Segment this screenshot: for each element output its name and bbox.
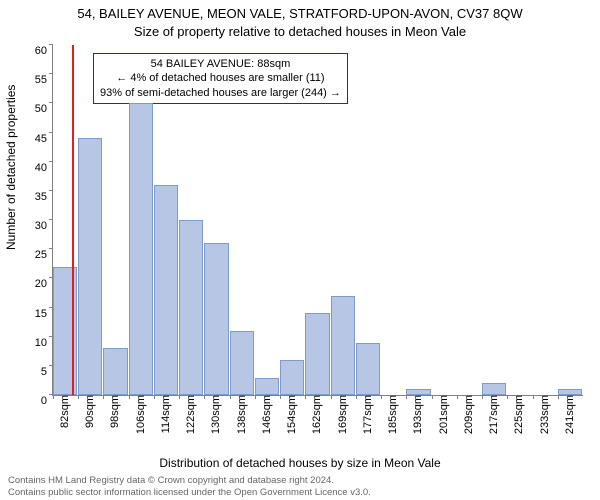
x-tick-label: 169sqm bbox=[333, 395, 349, 434]
y-tick-label: 30 bbox=[35, 220, 53, 232]
chart-title-address: 54, BAILEY AVENUE, MEON VALE, STRATFORD-… bbox=[0, 6, 600, 21]
x-tick-label: 225sqm bbox=[509, 395, 525, 434]
x-tick-label: 82sqm bbox=[55, 395, 71, 428]
x-axis-label: Distribution of detached houses by size … bbox=[0, 456, 600, 470]
x-tick-mark bbox=[280, 395, 281, 399]
y-tick-mark bbox=[49, 73, 53, 74]
histogram-bar bbox=[255, 378, 279, 396]
histogram-bar bbox=[78, 138, 102, 395]
x-tick-label: 154sqm bbox=[282, 395, 298, 434]
x-tick-label: 185sqm bbox=[383, 395, 399, 434]
footer-line1: Contains HM Land Registry data © Crown c… bbox=[8, 475, 592, 486]
x-tick-label: 233sqm bbox=[535, 395, 551, 434]
x-tick-label: 201sqm bbox=[434, 395, 450, 434]
x-tick-mark bbox=[482, 395, 483, 399]
x-tick-label: 177sqm bbox=[358, 395, 374, 434]
x-tick-mark bbox=[406, 395, 407, 399]
histogram-bar bbox=[305, 313, 329, 395]
y-tick-mark bbox=[49, 132, 53, 133]
y-tick-label: 50 bbox=[35, 103, 53, 115]
y-tick-label: 35 bbox=[35, 191, 53, 203]
y-tick-label: 15 bbox=[35, 308, 53, 320]
y-tick-label: 20 bbox=[35, 278, 53, 290]
annotation-box: 54 BAILEY AVENUE: 88sqm ← 4% of detached… bbox=[93, 53, 348, 104]
y-tick-mark bbox=[49, 102, 53, 103]
y-tick-label: 60 bbox=[35, 45, 53, 57]
footer-attribution: Contains HM Land Registry data © Crown c… bbox=[8, 475, 592, 498]
x-tick-mark bbox=[103, 395, 104, 399]
y-tick-label: 10 bbox=[35, 337, 53, 349]
reference-line bbox=[72, 45, 74, 395]
histogram-bar bbox=[558, 389, 582, 395]
y-tick-mark bbox=[49, 44, 53, 45]
histogram-bar bbox=[406, 389, 430, 395]
x-tick-label: 122sqm bbox=[181, 395, 197, 434]
footer-line2: Contains public sector information licen… bbox=[8, 487, 592, 498]
x-tick-mark bbox=[533, 395, 534, 399]
x-tick-mark bbox=[432, 395, 433, 399]
x-tick-mark bbox=[53, 395, 54, 399]
histogram-bar bbox=[356, 343, 380, 396]
x-tick-mark bbox=[507, 395, 508, 399]
histogram-bar bbox=[129, 103, 153, 395]
histogram-bar bbox=[204, 243, 228, 395]
x-tick-mark bbox=[129, 395, 130, 399]
histogram-bar bbox=[230, 331, 254, 395]
annotation-line2: ← 4% of detached houses are smaller (11) bbox=[100, 71, 341, 85]
x-tick-mark bbox=[381, 395, 382, 399]
x-tick-mark bbox=[204, 395, 205, 399]
chart-title-desc: Size of property relative to detached ho… bbox=[0, 24, 600, 39]
annotation-line1: 54 BAILEY AVENUE: 88sqm bbox=[100, 57, 341, 71]
x-tick-mark bbox=[154, 395, 155, 399]
histogram-bar bbox=[103, 348, 127, 395]
histogram-bar bbox=[280, 360, 304, 395]
y-tick-label: 45 bbox=[35, 133, 53, 145]
y-tick-label: 55 bbox=[35, 74, 53, 86]
x-tick-label: 217sqm bbox=[484, 395, 500, 434]
y-tick-label: 40 bbox=[35, 162, 53, 174]
annotation-line3: 93% of semi-detached houses are larger (… bbox=[100, 86, 341, 100]
x-tick-label: 241sqm bbox=[560, 395, 576, 434]
x-tick-label: 193sqm bbox=[408, 395, 424, 434]
x-tick-label: 162sqm bbox=[307, 395, 323, 434]
x-tick-mark bbox=[457, 395, 458, 399]
x-tick-label: 90sqm bbox=[80, 395, 96, 428]
x-tick-mark bbox=[305, 395, 306, 399]
x-tick-label: 138sqm bbox=[232, 395, 248, 434]
chart-plot-area: 54 BAILEY AVENUE: 88sqm ← 4% of detached… bbox=[52, 45, 583, 396]
x-tick-mark bbox=[331, 395, 332, 399]
y-tick-mark bbox=[49, 190, 53, 191]
y-tick-label: 0 bbox=[41, 395, 53, 407]
x-tick-label: 98sqm bbox=[105, 395, 121, 428]
x-tick-mark bbox=[78, 395, 79, 399]
y-axis-label: Number of detached properties bbox=[4, 85, 18, 250]
x-tick-mark bbox=[558, 395, 559, 399]
y-tick-mark bbox=[49, 248, 53, 249]
y-tick-mark bbox=[49, 219, 53, 220]
histogram-bar bbox=[482, 383, 506, 395]
x-tick-label: 114sqm bbox=[156, 395, 172, 433]
x-tick-label: 146sqm bbox=[257, 395, 273, 434]
histogram-bar bbox=[179, 220, 203, 395]
x-tick-mark bbox=[255, 395, 256, 399]
x-tick-mark bbox=[230, 395, 231, 399]
histogram-bar bbox=[154, 185, 178, 395]
x-tick-label: 209sqm bbox=[459, 395, 475, 434]
histogram-bar bbox=[331, 296, 355, 395]
x-tick-mark bbox=[356, 395, 357, 399]
y-tick-label: 25 bbox=[35, 249, 53, 261]
y-tick-mark bbox=[49, 161, 53, 162]
y-tick-label: 5 bbox=[41, 366, 53, 378]
x-tick-label: 130sqm bbox=[206, 395, 222, 434]
x-tick-label: 106sqm bbox=[131, 395, 147, 434]
x-tick-mark bbox=[179, 395, 180, 399]
